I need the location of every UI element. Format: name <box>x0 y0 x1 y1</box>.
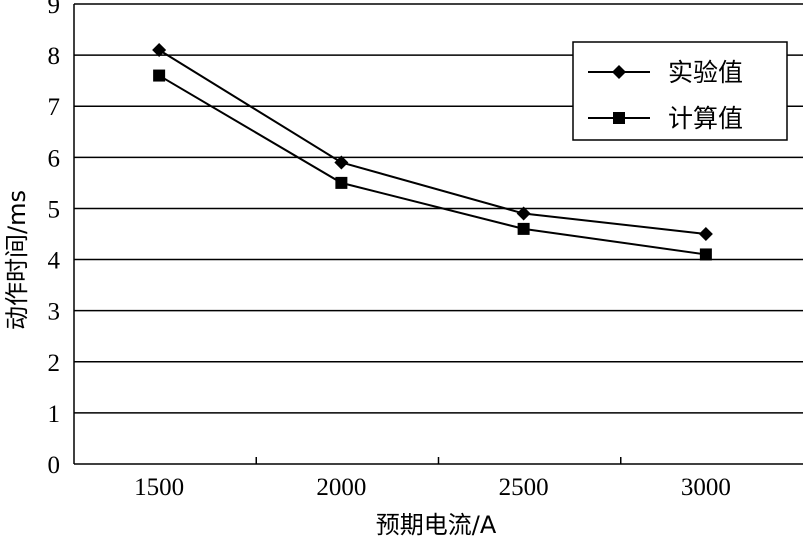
y-tick-label: 1 <box>48 401 61 428</box>
y-tick-label: 8 <box>48 43 61 70</box>
y-tick-label: 2 <box>48 350 61 377</box>
diamond-point-2000 <box>334 155 349 170</box>
x-tick-label: 2000 <box>316 474 366 501</box>
series-line-experimental <box>158 49 706 235</box>
legend-label-experimental: 实验值 <box>668 58 743 87</box>
y-tick-labels: 0 1 2 3 4 5 6 7 8 9 <box>48 0 61 479</box>
y-tick-label: 7 <box>48 94 61 121</box>
x-tick-label: 1500 <box>134 474 184 501</box>
diamond-point-2500 <box>516 206 531 221</box>
y-tick-label: 3 <box>48 299 61 326</box>
square-point-2500 <box>517 222 530 235</box>
y-tick-label: 4 <box>48 248 61 275</box>
square-point-2000 <box>335 176 348 189</box>
diamond-point-1500 <box>152 43 167 57</box>
x-axis-title: 预期电流/A <box>376 511 497 539</box>
legend-label-calculated: 计算值 <box>668 104 743 133</box>
legend-diamond-marker <box>612 65 626 79</box>
legend-square-marker <box>613 112 625 124</box>
diamond-point-3000 <box>698 227 713 241</box>
series-group <box>152 43 713 261</box>
series-line-calculated <box>158 74 707 256</box>
x-tick-label: 2500 <box>499 474 549 501</box>
axes <box>73 4 803 465</box>
square-point-1500 <box>153 69 166 82</box>
legend: 实验值 计算值 <box>572 41 788 141</box>
y-axis-title: 动作时间/ms <box>3 190 31 330</box>
y-tick-label: 9 <box>48 0 61 19</box>
square-point-3000 <box>699 248 712 261</box>
x-tick-label: 3000 <box>681 474 731 501</box>
x-tick-labels: 1500 2000 2500 3000 <box>134 474 731 501</box>
legend-box <box>572 41 788 141</box>
y-tick-label: 5 <box>48 196 61 223</box>
grid-lines <box>74 3 803 414</box>
y-tick-label: 6 <box>48 145 61 172</box>
y-tick-label: 0 <box>48 452 61 479</box>
